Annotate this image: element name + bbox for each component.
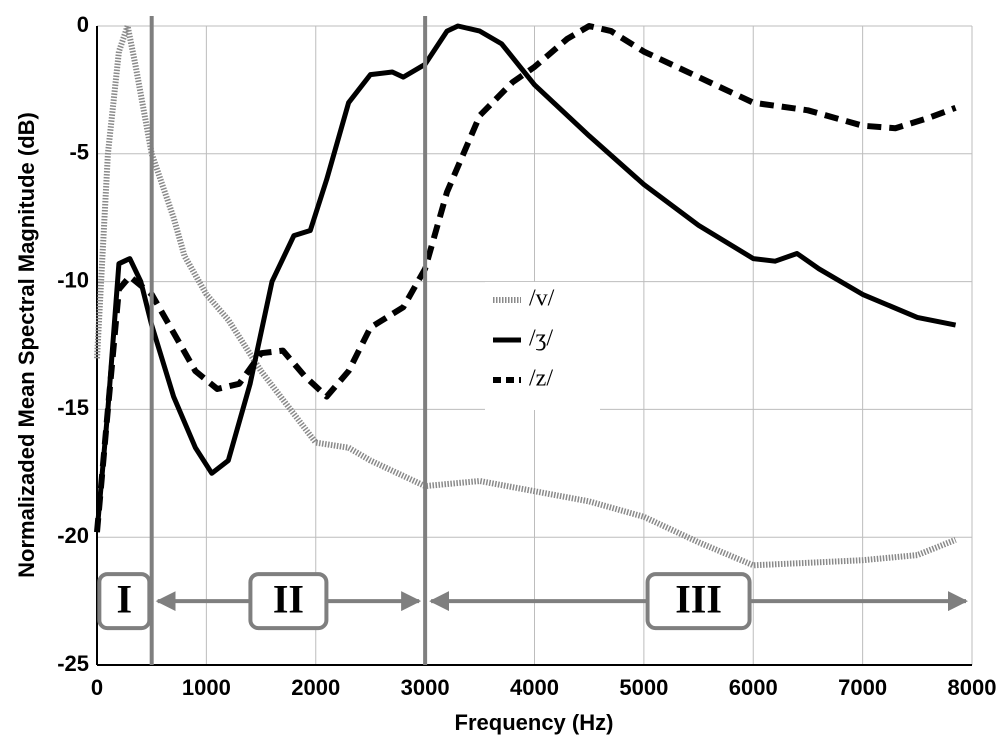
y-tick-label: -15 bbox=[57, 395, 89, 420]
region-label: I bbox=[117, 576, 133, 621]
region-label: II bbox=[273, 576, 304, 621]
x-tick-label: 8000 bbox=[948, 675, 997, 700]
x-axis-label: Frequency (Hz) bbox=[455, 710, 614, 735]
y-tick-label: -10 bbox=[57, 267, 89, 292]
legend-label: /z/ bbox=[529, 366, 553, 392]
x-tick-label: 6000 bbox=[729, 675, 778, 700]
y-tick-label: -5 bbox=[69, 140, 89, 165]
x-tick-label: 3000 bbox=[401, 675, 450, 700]
region-box bbox=[645, 572, 752, 631]
y-tick-label: -20 bbox=[57, 523, 89, 548]
x-tick-label: 2000 bbox=[291, 675, 340, 700]
legend-box bbox=[485, 282, 600, 410]
x-tick-label: 7000 bbox=[838, 675, 887, 700]
x-tick-label: 0 bbox=[91, 675, 103, 700]
region-box bbox=[97, 572, 152, 631]
legend-label: /ʒ/ bbox=[529, 326, 553, 352]
y-tick-label: 0 bbox=[77, 12, 89, 37]
y-axis-label: Normalizaded Mean Spectral Magnitude (dB… bbox=[14, 112, 39, 578]
region-label: III bbox=[675, 576, 722, 621]
series-line bbox=[94, 23, 957, 533]
legend-label: /v/ bbox=[529, 286, 555, 312]
x-tick-label: 4000 bbox=[510, 675, 559, 700]
region-box bbox=[248, 572, 329, 631]
x-tick-label: 5000 bbox=[619, 675, 668, 700]
y-tick-label: -25 bbox=[57, 651, 89, 676]
series-line bbox=[94, 23, 957, 533]
x-tick-label: 1000 bbox=[182, 675, 231, 700]
